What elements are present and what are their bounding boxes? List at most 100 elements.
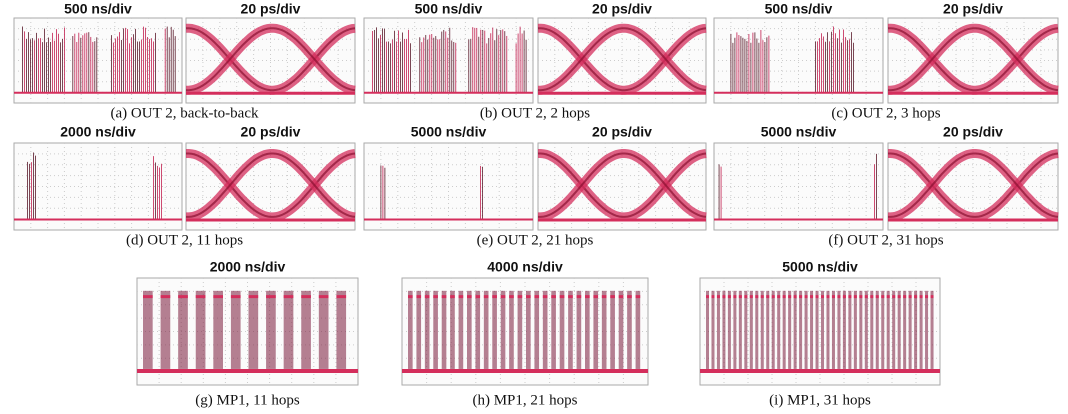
bar-burst-edge: [585, 295, 590, 298]
bar-burst-edge: [602, 295, 607, 298]
bar-burst: [585, 291, 590, 369]
scope-scale-label: 2000 ns/div: [210, 259, 286, 275]
bar-burst: [848, 291, 851, 369]
bar-burst-edge: [266, 295, 276, 298]
subfigure: 2000 ns/div (g) MP1, 11 hops: [137, 259, 358, 409]
bar-burst: [543, 291, 548, 369]
scope-scale-label: 5000 ns/div: [411, 124, 487, 140]
bar-burst-edge: [881, 295, 884, 298]
scope-scale-label: 5000 ns/div: [761, 124, 837, 140]
bar-burst: [821, 291, 824, 369]
scope-scale-label: 20 ps/div: [592, 124, 652, 140]
bar-burst-edge: [467, 295, 472, 298]
subfigure-caption: (g) MP1, 11 hops: [195, 392, 300, 408]
bar-burst-edge: [892, 295, 895, 298]
bar-burst-edge: [931, 295, 934, 298]
bar-burst-edge: [887, 295, 890, 298]
scope-scale-label: 4000 ns/div: [487, 259, 563, 275]
bar-burst-edge: [408, 295, 413, 298]
bar-burst: [744, 291, 747, 369]
bar-burst: [816, 291, 819, 369]
bar-burst: [518, 291, 523, 369]
bar-burst-edge: [925, 295, 928, 298]
bar-burst: [319, 291, 329, 369]
bar-burst-edge: [706, 295, 709, 298]
bar-burst-edge: [777, 295, 780, 298]
bar-burst-edge: [231, 295, 241, 298]
subfigure-caption: (f) OUT 2, 31 hops: [828, 232, 943, 248]
bar-burst: [408, 291, 413, 369]
bar-burst-edge: [459, 295, 464, 298]
bar-burst-edge: [843, 295, 846, 298]
bar-burst: [425, 291, 430, 369]
bar-burst-edge: [914, 295, 917, 298]
bar-burst-edge: [865, 295, 868, 298]
bar-burst: [870, 291, 873, 369]
bar-burst: [876, 291, 879, 369]
bar-burst-edge: [301, 295, 311, 298]
bar-burst: [810, 291, 813, 369]
bar-burst: [636, 291, 641, 369]
bar-burst-edge: [619, 295, 624, 298]
bar-burst-edge: [903, 295, 906, 298]
bar-burst-edge: [534, 295, 539, 298]
bar-burst-edge: [733, 295, 736, 298]
scope-scale-label: 500 ns/div: [415, 1, 483, 17]
bar-burst-edge: [610, 295, 615, 298]
bar-burst: [728, 291, 731, 369]
bar-burst-edge: [805, 295, 808, 298]
bar-burst: [761, 291, 764, 369]
bar-burst: [492, 291, 497, 369]
bar-burst-edge: [744, 295, 747, 298]
subfigure: 4000 ns/div(h) MP1, 21 hops: [402, 259, 648, 409]
bar-burst-edge: [832, 295, 835, 298]
bar-burst: [881, 291, 884, 369]
bar-burst: [920, 291, 923, 369]
bar-burst-edge: [636, 295, 641, 298]
scope-scale-label: 20 ps/div: [241, 1, 301, 17]
bar-burst: [914, 291, 917, 369]
bar-burst: [213, 291, 223, 369]
subfigure: 500 ns/div 20 ps/div (c) OUT 2, 3 hops: [714, 1, 1058, 122]
bar-burst-edge: [577, 295, 582, 298]
bar-burst-edge: [909, 295, 912, 298]
bar-burst: [903, 291, 906, 369]
bar-burst: [706, 291, 709, 369]
subfigure-caption: (b) OUT 2, 2 hops: [480, 105, 590, 121]
bar-burst-edge: [722, 295, 725, 298]
scope-scale-label: 20 ps/div: [592, 1, 652, 17]
bar-burst: [887, 291, 890, 369]
bar-burst: [799, 291, 802, 369]
bar-burst: [266, 291, 276, 369]
bar-burst-edge: [772, 295, 775, 298]
scope-scale-label: 20 ps/div: [943, 1, 1003, 17]
subfigure: 5000 ns/div 20 ps/div (e) OUT 2, 21 hops: [364, 124, 706, 249]
subfigure-caption: (e) OUT 2, 21 hops: [477, 232, 594, 248]
bar-burst: [450, 291, 455, 369]
bar-burst-edge: [717, 295, 720, 298]
bar-burst: [859, 291, 862, 369]
bar-burst: [161, 291, 171, 369]
bar-burst: [178, 291, 188, 369]
bar-burst: [534, 291, 539, 369]
bar-burst-edge: [284, 295, 294, 298]
bar-burst: [509, 291, 514, 369]
bar-burst-edge: [711, 295, 714, 298]
bar-burst: [484, 291, 489, 369]
bar-burst: [788, 291, 791, 369]
bar-burst: [602, 291, 607, 369]
bar-burst: [442, 291, 447, 369]
bar-burst-edge: [870, 295, 873, 298]
bar-burst-edge: [442, 295, 447, 298]
subfigure-caption: (c) OUT 2, 3 hops: [831, 105, 940, 121]
bar-burst-edge: [848, 295, 851, 298]
bar-burst: [909, 291, 912, 369]
bar-burst: [501, 291, 506, 369]
subfigure: 500 ns/div 20 ps/div (b) OUT 2, 2 hops: [364, 1, 706, 122]
bar-burst: [805, 291, 808, 369]
bar-burst: [783, 291, 786, 369]
scope-scale-label: 2000 ns/div: [60, 124, 136, 140]
scope-scale-label: 20 ps/div: [943, 124, 1003, 140]
scope-scale-label: 500 ns/div: [765, 1, 833, 17]
bar-burst-edge: [492, 295, 497, 298]
